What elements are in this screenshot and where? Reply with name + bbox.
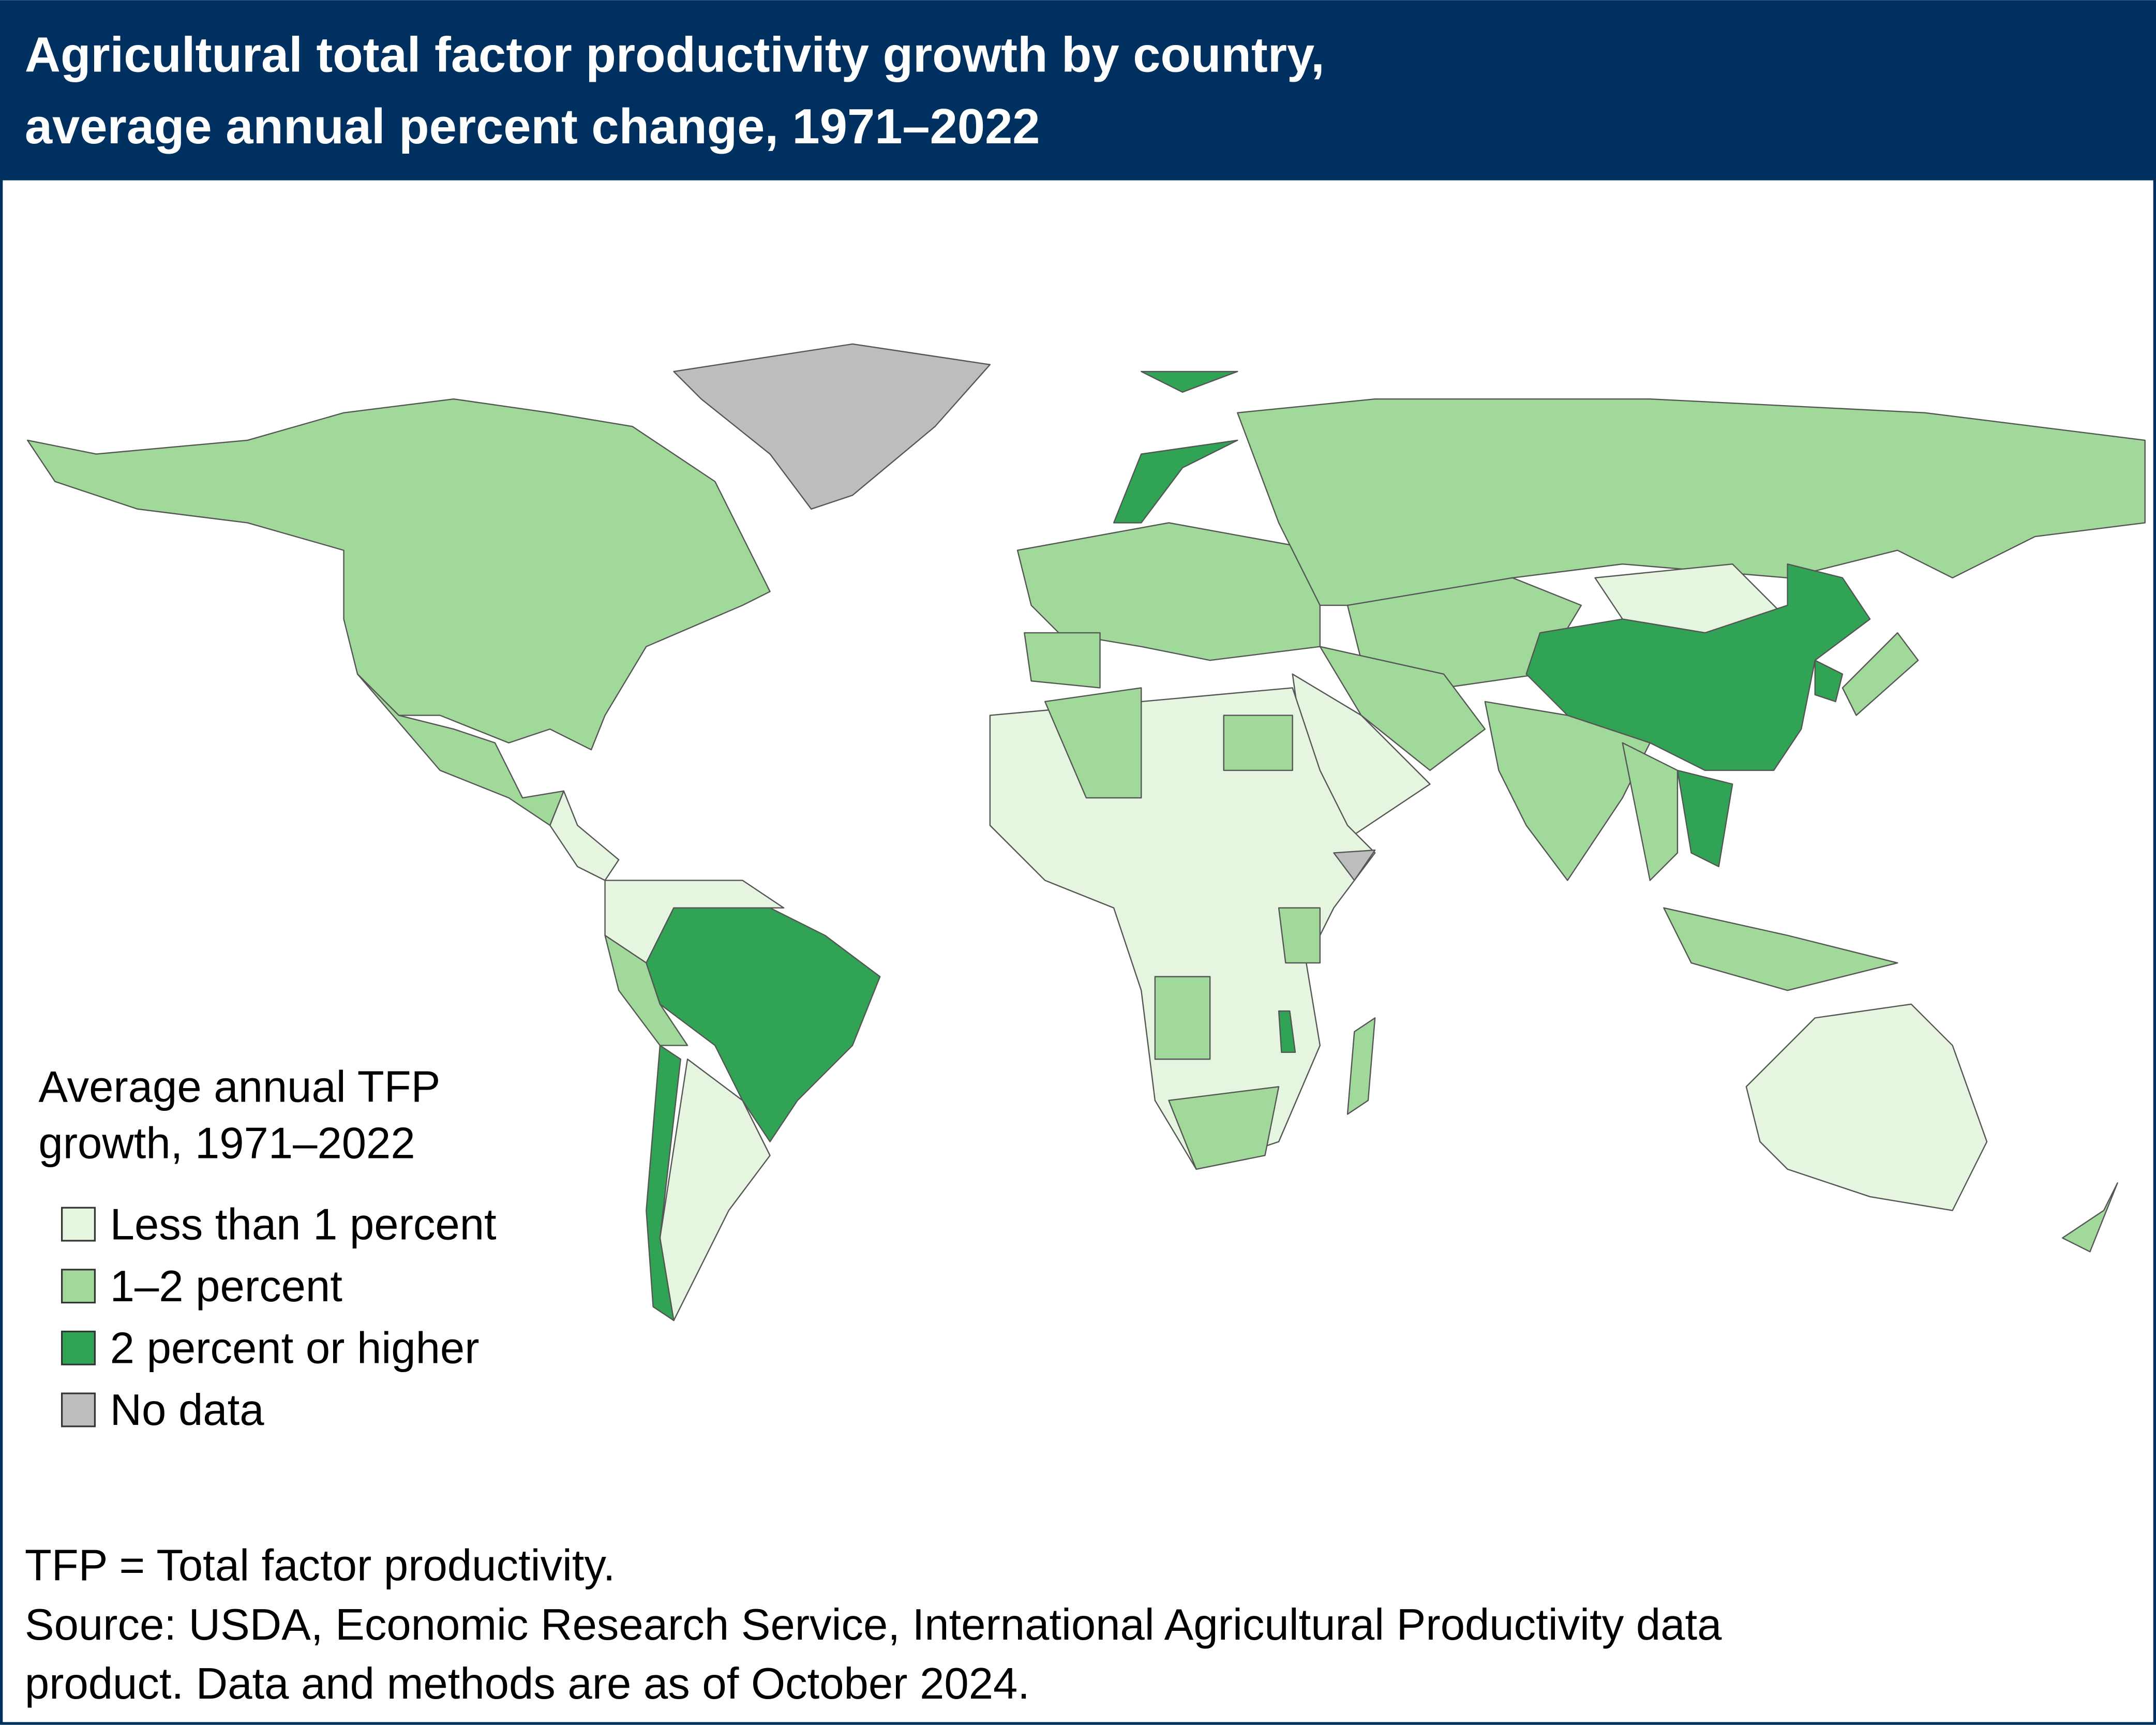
country [1044, 687, 1142, 799]
legend-title: growth, 1971–2022 [38, 1119, 415, 1168]
note: TFP = Total factor productivity. [25, 1541, 616, 1590]
country [1622, 742, 1679, 881]
country [26, 398, 771, 751]
country [1168, 1086, 1280, 1170]
title-bar [0, 0, 2156, 181]
legend-swatch [61, 1392, 96, 1427]
legend-label: Less than 1 percent [110, 1200, 497, 1249]
legend-title: Average annual TFP [38, 1063, 440, 1112]
country [1141, 370, 1238, 393]
country [1154, 976, 1211, 1060]
country [356, 673, 565, 826]
legend-swatch [61, 1330, 96, 1365]
country [549, 790, 620, 881]
world-map [26, 343, 2146, 1321]
country [1278, 907, 1321, 964]
title-line: Agricultural total factor productivity g… [25, 27, 1325, 83]
legend-label: 1–2 percent [110, 1262, 342, 1311]
country [646, 907, 881, 1142]
country [1024, 632, 1101, 689]
legend-label: 2 percent or higher [110, 1324, 480, 1373]
country [1333, 849, 1376, 881]
country [1223, 715, 1293, 771]
country [646, 1045, 681, 1321]
title-line: average annual percent change, 1971–2022 [25, 99, 1040, 154]
legend: Less than 1 percent 1–2 percent 2 percent … [61, 1200, 497, 1435]
country [1814, 660, 1844, 703]
country [1676, 769, 1733, 868]
country [1745, 1003, 1988, 1211]
country [1484, 701, 1651, 881]
country [2062, 1182, 2118, 1253]
legend-swatch [61, 1269, 96, 1304]
country [989, 687, 1376, 1170]
country [1278, 1010, 1296, 1053]
country [1016, 522, 1321, 661]
country [1841, 632, 1919, 716]
note: Source: USDA, Economic Research Service,… [25, 1600, 1722, 1649]
country [673, 343, 991, 510]
legend-swatch [61, 1207, 96, 1242]
country [1663, 907, 1898, 991]
country [1113, 439, 1238, 524]
note: product. Data and methods are as of Octo… [25, 1659, 1030, 1708]
country [1346, 1017, 1376, 1115]
legend-label: No data [110, 1386, 265, 1435]
country [1319, 646, 1486, 771]
